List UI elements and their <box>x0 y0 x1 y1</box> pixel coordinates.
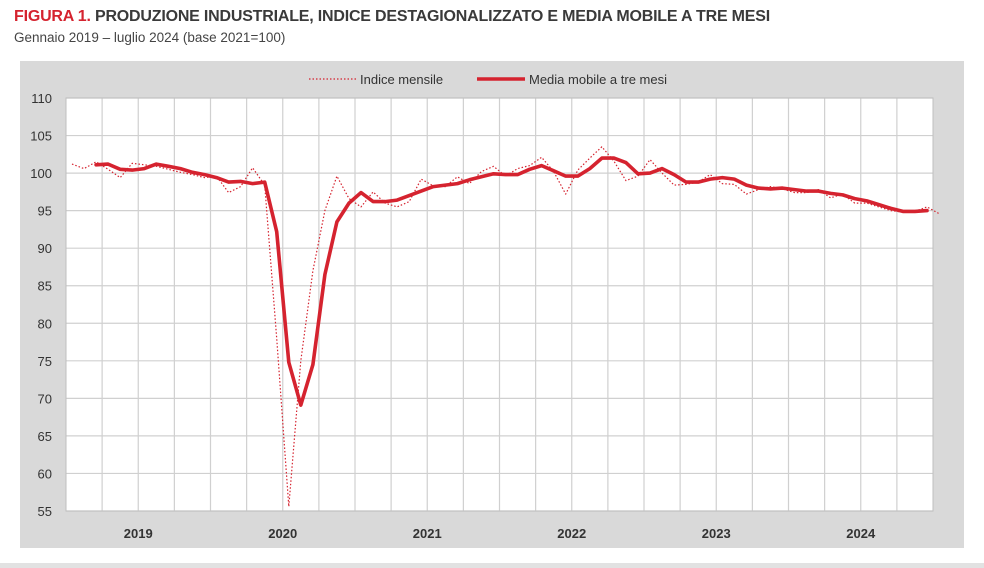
legend-label-indice-mensile: Indice mensile <box>360 72 443 87</box>
y-tick-label: 105 <box>30 129 52 144</box>
legend-label-media-mobile: Media mobile a tre mesi <box>529 72 667 87</box>
y-tick-label: 65 <box>38 429 52 444</box>
y-tick-label: 90 <box>38 241 52 256</box>
x-year-label: 2020 <box>268 526 297 541</box>
chart-title: FIGURA 1. PRODUZIONE INDUSTRIALE, INDICE… <box>14 8 770 26</box>
y-tick-label: 95 <box>38 204 52 219</box>
x-year-label: 2019 <box>124 526 153 541</box>
x-year-label: 2021 <box>413 526 442 541</box>
y-tick-label: 100 <box>30 166 52 181</box>
y-tick-label: 55 <box>38 504 52 519</box>
x-year-label: 2022 <box>557 526 586 541</box>
y-tick-label: 60 <box>38 466 52 481</box>
figure-label: FIGURA 1. <box>14 8 91 25</box>
y-tick-label: 80 <box>38 316 52 331</box>
x-year-label: 2023 <box>702 526 731 541</box>
y-tick-label: 75 <box>38 354 52 369</box>
title-text: PRODUZIONE INDUSTRIALE, INDICE DESTAGION… <box>94 8 770 25</box>
y-tick-label: 70 <box>38 391 52 406</box>
y-tick-label: 85 <box>38 279 52 294</box>
series-line-indice-mensile <box>71 146 940 508</box>
plot-border <box>65 97 934 512</box>
x-year-label: 2024 <box>846 526 876 541</box>
bottom-divider <box>0 563 984 568</box>
chart-subtitle: Gennaio 2019 – luglio 2024 (base 2021=10… <box>14 30 286 45</box>
series-line-media-mobile <box>94 156 929 407</box>
y-tick-label: 110 <box>31 91 52 106</box>
